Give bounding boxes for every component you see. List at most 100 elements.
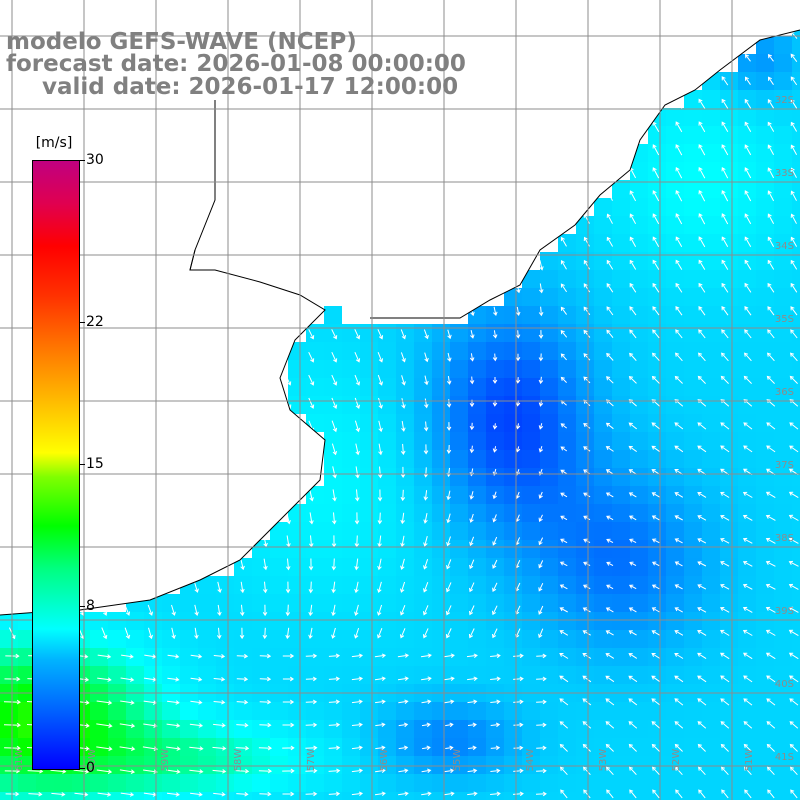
wind-arrow (743, 675, 753, 683)
wind-arrow (767, 282, 775, 293)
wind-cell (594, 792, 612, 800)
wind-cell (774, 126, 792, 144)
wind-arrow (628, 721, 638, 729)
wind-cell (252, 612, 270, 630)
wind-arrow (492, 628, 498, 639)
wind-cell (432, 558, 450, 576)
wind-arrow (331, 374, 338, 386)
wind-arrow (744, 259, 752, 270)
wind-arrow (536, 699, 547, 705)
wind-arrow (515, 377, 521, 384)
wind-cell (576, 666, 594, 684)
wind-cell (630, 612, 648, 630)
wind-cell (720, 540, 738, 558)
wind-cell (522, 486, 540, 504)
wind-cell (180, 774, 198, 792)
wind-cell (90, 630, 108, 648)
wind-arrow (423, 490, 428, 501)
wind-cell (648, 252, 666, 270)
wind-cell (648, 504, 666, 522)
wind-cell (756, 198, 774, 216)
wind-cell (0, 702, 18, 720)
wind-cell (216, 738, 234, 756)
wind-cell (288, 540, 306, 558)
wind-cell (234, 648, 252, 666)
wind-cell (288, 558, 306, 576)
wind-cell (630, 486, 648, 504)
lat-label: 38S (775, 533, 794, 544)
wind-cell (522, 378, 540, 396)
wind-arrow (789, 352, 798, 362)
wind-arrow (331, 420, 338, 433)
lon-label: 59W (160, 749, 171, 772)
wind-arrow (536, 676, 547, 682)
wind-cell (90, 720, 108, 738)
wind-cell (396, 774, 414, 792)
wind-arrow (720, 561, 730, 567)
wind-cell (324, 720, 342, 738)
wind-cell (414, 342, 432, 360)
wind-arrow (305, 768, 318, 774)
wind-cell (774, 360, 792, 378)
wind-cell (378, 702, 396, 720)
wind-arrow (606, 515, 614, 521)
wind-arrow (721, 282, 729, 293)
wind-cell (450, 738, 468, 756)
wind-cell (486, 432, 504, 450)
wind-cell (594, 486, 612, 504)
wind-arrow (212, 769, 227, 774)
model-title: modelo GEFS-WAVE (NCEP) (6, 29, 357, 55)
wind-cell (774, 702, 792, 720)
colorbar-tick (79, 768, 85, 769)
wind-cell (540, 486, 558, 504)
wind-arrow (492, 582, 498, 593)
wind-cell (0, 720, 18, 738)
wind-cell (630, 666, 648, 684)
wind-cell (504, 396, 522, 414)
wind-cell (306, 540, 324, 558)
wind-arrow (652, 329, 660, 339)
wind-cell (594, 396, 612, 414)
wind-cell (612, 648, 630, 666)
wind-cell (198, 576, 216, 594)
wind-cell (504, 432, 522, 450)
wind-arrow (765, 537, 776, 544)
land-west (0, 0, 325, 615)
wind-cell (414, 540, 432, 558)
wind-arrow (171, 627, 176, 640)
wind-cell (414, 414, 432, 432)
wind-cell (198, 702, 216, 720)
wind-cell (702, 432, 720, 450)
wind-arrow (309, 512, 314, 525)
wind-cell (594, 288, 612, 306)
wind-cell (738, 594, 756, 612)
wind-cell (738, 486, 756, 504)
wind-arrow (767, 329, 775, 339)
wind-cell (342, 342, 360, 360)
wind-cell (252, 738, 270, 756)
wind-arrow (560, 283, 568, 293)
wind-cell (126, 720, 144, 738)
wind-cell (702, 324, 720, 342)
wind-cell (468, 594, 486, 612)
wind-cell (234, 792, 252, 800)
wind-cell (738, 468, 756, 486)
wind-cell (540, 540, 558, 558)
wind-cell (468, 342, 486, 360)
wind-cell (792, 486, 800, 504)
wind-cell (324, 504, 342, 522)
wind-cell (378, 360, 396, 378)
wind-arrow (560, 259, 567, 270)
wind-cell (612, 774, 630, 792)
wind-arrow (652, 213, 660, 225)
wind-cell (54, 774, 72, 792)
wind-cell (594, 252, 612, 270)
wind-arrow (121, 654, 134, 659)
wind-arrow (583, 329, 591, 338)
wind-arrow (767, 236, 775, 247)
wind-cell (306, 576, 324, 594)
wind-arrow (538, 582, 544, 592)
wind-arrow (629, 236, 637, 247)
wind-cell (306, 720, 324, 738)
wind-arrow (790, 282, 798, 293)
